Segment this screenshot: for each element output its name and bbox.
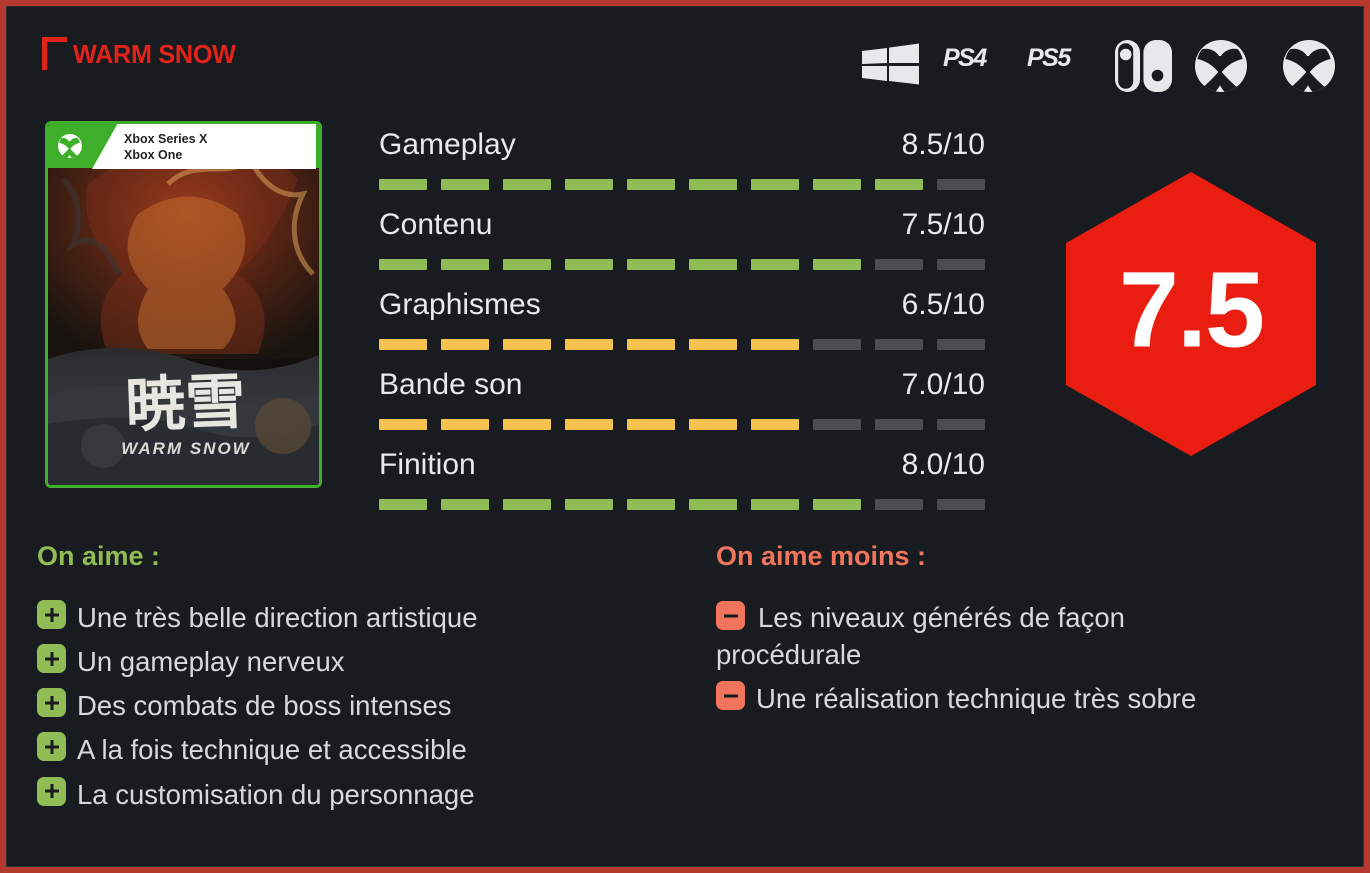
- svg-text:暁雪: 暁雪: [124, 368, 246, 439]
- svg-text:PS5: PS5: [1027, 44, 1072, 72]
- svg-text:PS4: PS4: [943, 44, 987, 72]
- svg-text:WARM SNOW: WARM SNOW: [121, 439, 250, 458]
